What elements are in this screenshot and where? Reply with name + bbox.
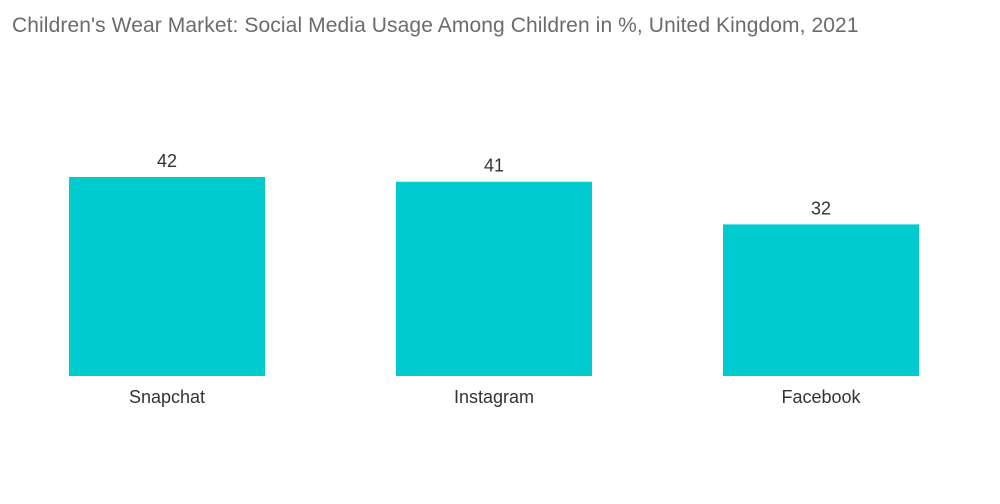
value-labels-layer: 42 41 32 xyxy=(157,151,831,218)
category-label-snapchat: Snapchat xyxy=(129,387,205,407)
bars-layer xyxy=(69,177,919,376)
bar-facebook xyxy=(723,224,919,376)
chart-title: Children's Wear Market: Social Media Usa… xyxy=(12,14,859,37)
bar-instagram xyxy=(396,181,592,376)
value-label-instagram: 41 xyxy=(484,156,504,176)
value-label-facebook: 32 xyxy=(811,198,831,218)
bar-snapchat xyxy=(69,177,265,376)
value-label-snapchat: 42 xyxy=(157,151,177,171)
category-label-facebook: Facebook xyxy=(781,387,861,407)
category-labels-layer: Snapchat Instagram Facebook xyxy=(129,387,862,407)
category-label-instagram: Instagram xyxy=(454,387,534,407)
